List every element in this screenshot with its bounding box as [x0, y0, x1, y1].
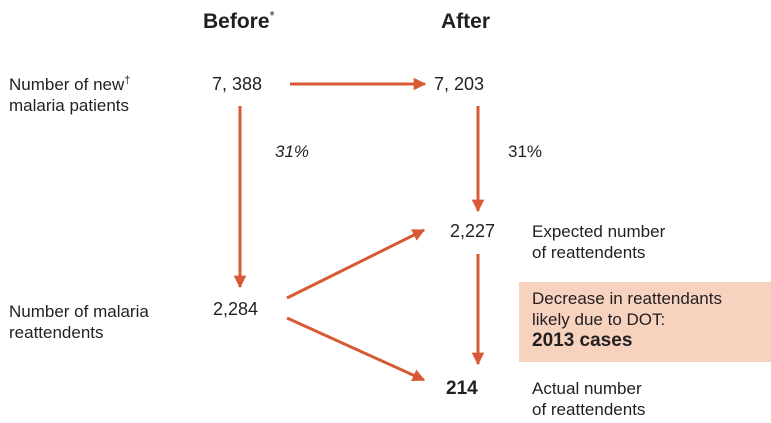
actual-value: 214	[446, 378, 478, 399]
expected-value: 2,227	[450, 221, 496, 241]
header-after: After	[441, 10, 491, 33]
callout-line-1: Decrease in reattendants	[532, 289, 722, 308]
reattendents-label: Number of malaria reattendents	[9, 302, 149, 342]
arrow-reattendents-to-actual	[286, 316, 426, 382]
percent-before: 31%	[275, 142, 310, 161]
dot-decrease-callout: Decrease in reattendants likely due to D…	[519, 282, 771, 362]
header-before: Before*	[203, 8, 275, 33]
new-patients-label: Number of new† malaria patients	[9, 74, 131, 115]
actual-label: Actual number of reattendents	[532, 379, 646, 419]
new-patients-after-value: 7, 203	[434, 74, 485, 94]
reattendents-before-value: 2,284	[213, 299, 259, 319]
callout-line-2: likely due to DOT:	[532, 310, 666, 329]
expected-label: Expected number of reattendents	[532, 222, 666, 262]
callout-cases: 2013 cases	[532, 330, 633, 351]
new-patients-before-value: 7, 388	[212, 74, 263, 94]
arrow-reattendents-to-expected	[286, 228, 426, 300]
percent-after: 31%	[508, 142, 543, 161]
new-patients-footnote-mark: †	[124, 74, 131, 87]
before-footnote-mark: *	[269, 8, 275, 23]
